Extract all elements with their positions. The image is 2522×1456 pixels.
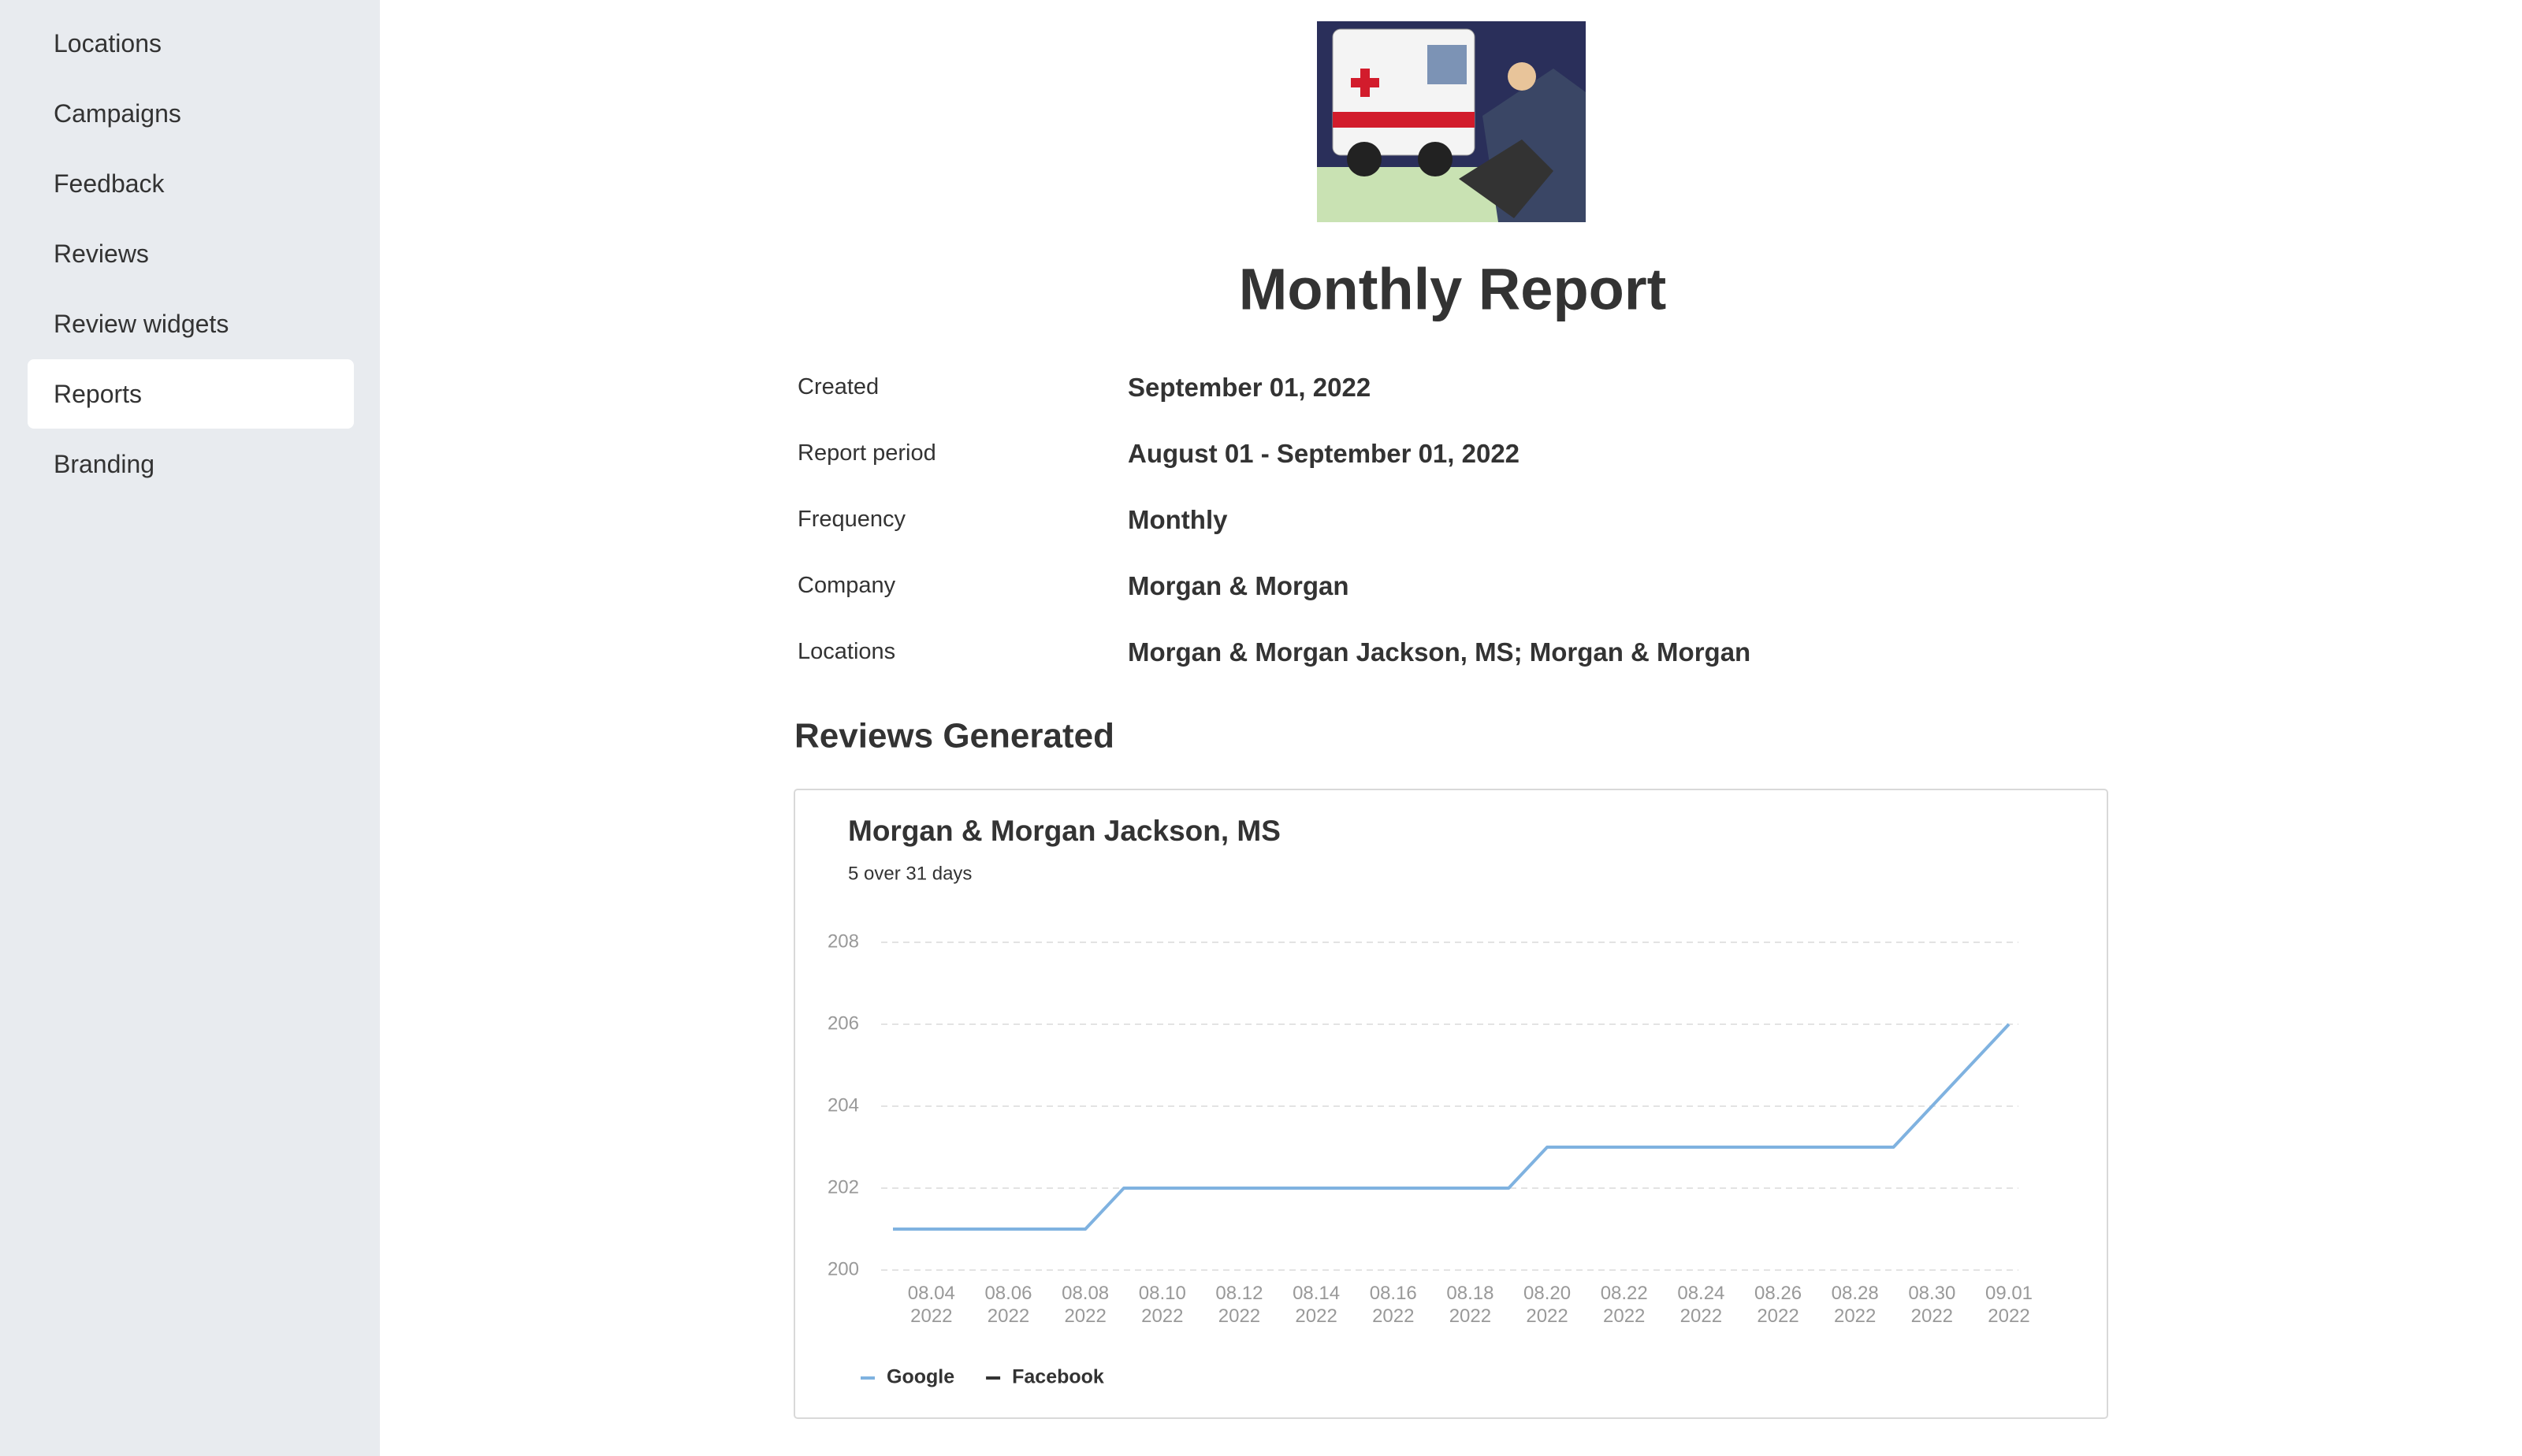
nav-item[interactable]: Feedback	[54, 169, 165, 198]
sidebar: Locations Campaigns Feedback Reviews Review …	[0, 0, 380, 1456]
field-label: Created	[798, 374, 880, 399]
field-value: Monthly	[1128, 505, 1228, 534]
legend-label: Google	[887, 1366, 954, 1388]
x-tick-label: 08.18 2022	[1446, 1283, 1493, 1327]
nav-item[interactable]: Campaigns	[54, 99, 181, 128]
chart-subtitle: 5 over 31 days	[848, 863, 972, 884]
y-tick-label: 200	[828, 1258, 859, 1280]
y-tick-label: 202	[828, 1176, 859, 1198]
x-tick-label: 08.08 2022	[1062, 1283, 1109, 1327]
report-image	[1317, 21, 1586, 222]
y-tick-label: 208	[828, 930, 859, 952]
x-tick-label: 08.12 2022	[1215, 1283, 1263, 1327]
x-tick-label: 08.16 2022	[1370, 1283, 1417, 1327]
series-line	[893, 1023, 2011, 1231]
x-tick-label: 08.04 2022	[908, 1283, 955, 1327]
field-value: September 01, 2022	[1128, 373, 1371, 402]
section-title: Reviews Generated	[794, 717, 1114, 756]
x-tick-label: 08.06 2022	[984, 1283, 1032, 1327]
nav-item[interactable]: Reports	[28, 359, 354, 429]
nav-item[interactable]: Branding	[54, 450, 155, 478]
x-tick-label: 08.20 2022	[1523, 1283, 1571, 1327]
x-tick-label: 08.24 2022	[1677, 1283, 1724, 1327]
field-value: Morgan & Morgan	[1128, 571, 1349, 600]
chart-card	[794, 789, 2108, 1419]
report-title: Monthly Report	[1239, 257, 1667, 322]
field-value: August 01 - September 01, 2022	[1128, 439, 1520, 468]
y-tick-label: 206	[828, 1012, 859, 1034]
chart-title: Morgan & Morgan Jackson, MS	[848, 815, 1281, 847]
x-tick-label: 08.30 2022	[1908, 1283, 1955, 1327]
x-tick-label: 08.14 2022	[1293, 1283, 1340, 1327]
x-tick-label: 08.26 2022	[1754, 1283, 1802, 1327]
nav-item[interactable]: Reviews	[54, 240, 149, 268]
field-label: Report period	[798, 440, 936, 466]
field-label: Locations	[798, 639, 896, 664]
nav-item[interactable]: Review widgets	[54, 310, 229, 338]
x-tick-label: 08.22 2022	[1601, 1283, 1648, 1327]
y-tick-label: 204	[828, 1094, 859, 1116]
field-label: Company	[798, 573, 896, 598]
x-tick-label: 09.01 2022	[1985, 1283, 2033, 1327]
field-label: Frequency	[798, 507, 906, 532]
nav-item[interactable]: Locations	[54, 29, 162, 58]
x-tick-label: 08.28 2022	[1832, 1283, 1879, 1327]
field-value: Morgan & Morgan Jackson, MS; Morgan & Mo…	[1128, 637, 1751, 667]
x-tick-label: 08.10 2022	[1139, 1283, 1186, 1327]
legend-label: Facebook	[1012, 1366, 1104, 1388]
